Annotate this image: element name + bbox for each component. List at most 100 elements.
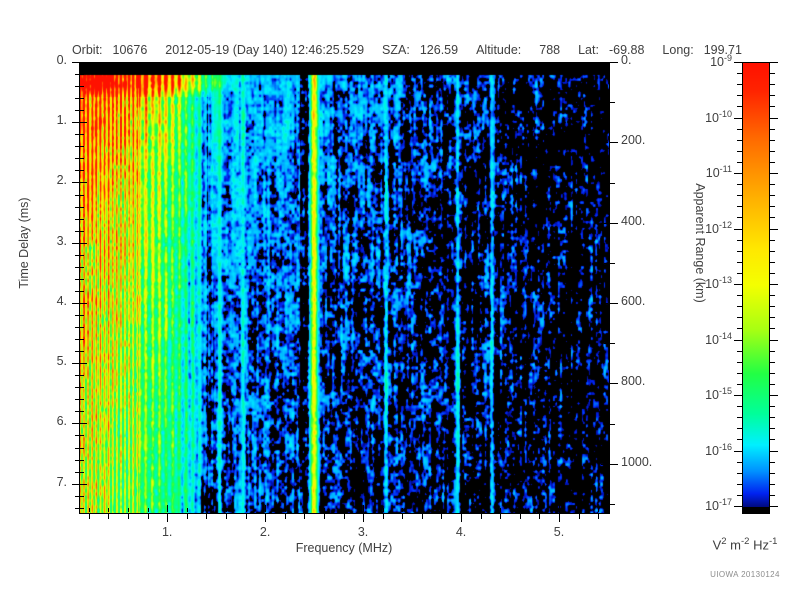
cb-base: 10 bbox=[705, 443, 719, 458]
figure-header: Orbit: 10676 2012-05-19 (Day 140) 12:46:25… bbox=[0, 29, 800, 71]
x-minor-tick-inner bbox=[323, 508, 325, 512]
colorbar-tick-label: 10-17 bbox=[674, 497, 732, 513]
x-major-tick-inner bbox=[559, 505, 561, 512]
observation-datetime: 2012-05-19 (Day 140) 12:46:25.529 bbox=[165, 43, 365, 57]
left-minor-tick bbox=[75, 411, 79, 413]
colorbar-minor-tick-right bbox=[770, 372, 775, 374]
right-minor-tick bbox=[610, 262, 615, 264]
colorbar-minor-tick bbox=[737, 239, 742, 241]
colorbar-units: V2 m-2 Hz-1 bbox=[690, 536, 800, 552]
x-minor-tick-inner bbox=[127, 508, 129, 512]
colorbar-major-tick bbox=[734, 450, 742, 452]
colorbar-minor-tick-right bbox=[770, 494, 775, 496]
x-major-tick-inner bbox=[167, 505, 169, 512]
long-value: 199.71 bbox=[703, 43, 742, 57]
left-minor-tick bbox=[75, 435, 79, 437]
ionogram-heatmap bbox=[80, 63, 609, 513]
left-minor-tick bbox=[75, 86, 79, 88]
colorbar-major-tick-right bbox=[770, 450, 778, 452]
units-v-exp: 2 bbox=[721, 536, 727, 547]
colorbar-major-tick bbox=[734, 228, 742, 230]
right-minor-tick-inner bbox=[604, 503, 608, 505]
colorbar-minor-tick-right bbox=[770, 250, 775, 252]
cb-base: 10 bbox=[705, 166, 720, 181]
orbit-value: 10676 bbox=[112, 43, 148, 57]
colorbar-minor-tick bbox=[737, 417, 742, 419]
colorbar-minor-tick bbox=[737, 483, 742, 485]
colorbar-major-tick bbox=[734, 62, 742, 63]
sza-value: 126.59 bbox=[419, 43, 459, 57]
colorbar-minor-tick-right bbox=[770, 106, 775, 108]
right-minor-tick-inner bbox=[604, 343, 608, 345]
x-minor-tick bbox=[245, 514, 247, 519]
left-tick-label: 3. bbox=[56, 233, 67, 248]
left-minor-tick bbox=[75, 339, 79, 341]
left-tick-label: 2. bbox=[56, 173, 67, 188]
left-major-tick-inner bbox=[80, 182, 87, 184]
left-minor-tick bbox=[75, 170, 79, 172]
colorbar-major-tick bbox=[734, 117, 742, 119]
left-minor-tick-inner bbox=[80, 110, 84, 112]
x-top-major-tick bbox=[265, 63, 267, 70]
left-minor-tick-inner bbox=[80, 158, 84, 160]
right-minor-tick bbox=[610, 182, 615, 184]
right-minor-tick-inner bbox=[604, 262, 608, 264]
colorbar-minor-tick bbox=[737, 73, 742, 75]
left-tick-label: 0. bbox=[56, 53, 67, 67]
cb-exp: -9 bbox=[723, 53, 732, 63]
left-major-tick bbox=[72, 423, 79, 425]
colorbar-minor-tick bbox=[737, 261, 742, 263]
x-tick-label: 4. bbox=[455, 525, 467, 539]
x-minor-tick bbox=[402, 514, 404, 519]
left-minor-tick bbox=[75, 495, 79, 497]
right-tick-label: 600. bbox=[621, 294, 646, 309]
x-minor-tick-inner bbox=[206, 508, 208, 512]
left-minor-tick-inner bbox=[80, 351, 84, 353]
left-minor-tick-inner bbox=[80, 230, 84, 232]
colorbar-major-tick-right bbox=[770, 284, 778, 285]
colorbar-minor-tick-right bbox=[770, 261, 775, 263]
colorbar-minor-tick-right bbox=[770, 361, 775, 363]
left-tick-label: 7. bbox=[56, 474, 67, 489]
left-minor-tick bbox=[75, 206, 79, 208]
left-minor-tick bbox=[75, 459, 79, 461]
colorbar-minor-tick bbox=[737, 406, 742, 408]
colorbar-major-tick bbox=[734, 395, 742, 396]
colorbar-tick-label: 10-12 bbox=[674, 220, 732, 236]
x-major-tick-inner bbox=[363, 505, 365, 512]
left-minor-tick-inner bbox=[80, 134, 84, 136]
left-minor-tick-inner bbox=[80, 266, 84, 268]
left-minor-tick bbox=[75, 230, 79, 232]
colorbar-minor-tick bbox=[737, 139, 742, 141]
left-minor-tick bbox=[75, 98, 79, 100]
colorbar-minor-tick-right bbox=[770, 217, 775, 219]
x-minor-tick-inner bbox=[578, 508, 580, 512]
x-minor-tick bbox=[500, 514, 502, 519]
colorbar-minor-tick-right bbox=[770, 95, 775, 97]
right-major-tick bbox=[610, 222, 618, 224]
left-minor-tick-inner bbox=[80, 447, 84, 449]
x-minor-tick-inner bbox=[245, 508, 247, 512]
left-tick-label: 1. bbox=[56, 113, 67, 128]
colorbar-minor-tick-right bbox=[770, 383, 775, 385]
right-minor-tick bbox=[610, 102, 615, 104]
x-major-tick bbox=[363, 514, 365, 522]
colorbar-minor-tick-right bbox=[770, 406, 775, 408]
left-minor-tick bbox=[75, 254, 79, 256]
colorbar-minor-tick bbox=[737, 195, 742, 197]
colorbar-major-tick bbox=[734, 339, 742, 341]
colorbar-minor-tick bbox=[737, 361, 742, 363]
x-top-major-tick bbox=[461, 63, 463, 70]
colorbar-major-tick-right bbox=[770, 339, 778, 341]
x-minor-tick-inner bbox=[304, 508, 306, 512]
cb-base: 10 bbox=[705, 221, 719, 236]
colorbar-minor-tick bbox=[737, 106, 742, 108]
x-minor-tick bbox=[284, 514, 286, 519]
colorbar-major-tick-right bbox=[770, 117, 778, 119]
x-minor-tick-inner bbox=[598, 508, 600, 512]
left-major-tick-inner bbox=[80, 483, 87, 485]
colorbar-gradient bbox=[743, 63, 769, 507]
x-minor-tick bbox=[127, 514, 129, 519]
x-minor-tick bbox=[480, 514, 482, 519]
x-minor-tick bbox=[225, 514, 227, 519]
